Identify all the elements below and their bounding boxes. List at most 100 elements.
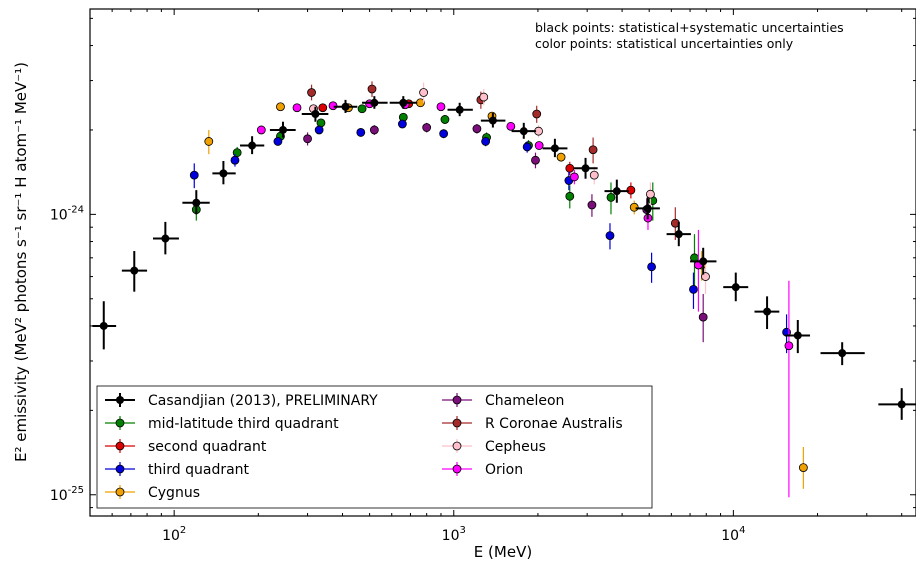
data-point	[531, 155, 540, 165]
data-point	[303, 134, 312, 144]
data-point	[479, 92, 489, 102]
data-point	[130, 266, 139, 275]
data-point	[565, 163, 575, 173]
data-point	[565, 191, 575, 201]
legend-label: Orion	[485, 462, 523, 478]
data-point	[605, 231, 615, 240]
data-point	[699, 257, 708, 266]
data-point	[556, 152, 566, 162]
data-point	[230, 155, 240, 165]
legend-marker	[115, 418, 125, 428]
data-point	[612, 187, 621, 196]
legend-marker	[452, 464, 462, 474]
plot-frame	[89, 8, 916, 517]
legend-marker	[452, 441, 462, 451]
data-point	[307, 88, 316, 97]
x-tick-label: 102	[162, 525, 186, 544]
data-point	[763, 307, 772, 316]
data-point	[276, 102, 285, 112]
data-point	[506, 121, 516, 131]
data-point	[550, 144, 559, 153]
data-point	[440, 115, 450, 124]
legend-marker	[115, 441, 125, 451]
annotation-uncertainty-black: black points: statistical+systematic unc…	[535, 20, 844, 35]
data-point	[647, 262, 657, 272]
legend-marker	[116, 396, 124, 404]
data-point	[436, 102, 446, 112]
data-point	[731, 283, 740, 292]
y-tick-label: 10-24	[50, 204, 84, 223]
data-point	[356, 128, 366, 137]
data-point	[784, 341, 794, 351]
series-second-quadrant	[318, 99, 636, 199]
x-tick-label: 103	[442, 525, 466, 544]
data-point	[256, 125, 266, 135]
legend-frame	[96, 385, 653, 509]
data-point	[397, 119, 407, 129]
data-point	[292, 103, 302, 113]
legend-marker	[452, 395, 462, 405]
data-point	[278, 125, 287, 134]
data-point	[629, 202, 639, 212]
data-point	[273, 137, 283, 146]
data-point	[314, 125, 324, 135]
data-point	[422, 123, 432, 132]
series-third-quadrant	[189, 119, 791, 354]
data-point	[232, 148, 242, 158]
legend-label: mid-latitude third quadrant	[148, 416, 339, 432]
y-axis-label: E² emissivity (MeV² photons s⁻¹ sr⁻¹ H a…	[12, 62, 30, 462]
data-point	[189, 170, 199, 180]
data-point	[455, 105, 464, 114]
legend-marker	[452, 418, 462, 428]
data-point	[369, 125, 379, 135]
data-point	[341, 102, 350, 111]
data-point	[318, 103, 328, 113]
legend-entry: second quadrant	[105, 439, 267, 455]
legend-entry: Casandjian (2013), PRELIMINARY	[105, 393, 378, 409]
data-point	[587, 200, 597, 210]
data-point	[522, 142, 532, 152]
annotation-uncertainty-color: color points: statistical uncertainties …	[535, 36, 794, 51]
data-point	[219, 169, 228, 178]
data-point	[674, 230, 683, 239]
legend-label: third quadrant	[148, 462, 250, 478]
legend-entry: mid-latitude third quadrant	[105, 416, 339, 432]
data-point	[588, 145, 598, 155]
legend-label: Chameleon	[485, 393, 564, 409]
legend-entry: Orion	[442, 462, 523, 478]
data-point	[626, 185, 636, 195]
data-point	[569, 172, 579, 182]
data-point	[439, 129, 449, 139]
data-point	[798, 463, 808, 472]
data-point	[357, 104, 367, 114]
data-point	[646, 189, 655, 199]
legend-label: Cygnus	[148, 485, 200, 501]
data-point	[488, 116, 497, 125]
data-point	[472, 124, 482, 134]
series-chameleon	[303, 122, 708, 343]
data-point	[589, 170, 599, 180]
data-point	[161, 234, 170, 243]
data-point	[192, 198, 201, 207]
legend-label: R Coronae Australis	[485, 416, 623, 432]
legend-label: second quadrant	[148, 439, 267, 455]
data-point	[481, 137, 491, 146]
data-point	[519, 127, 528, 136]
data-point	[689, 285, 698, 294]
legend-entry: third quadrant	[105, 462, 250, 478]
tick-labels: 102 103 104 10-25 10-24	[50, 204, 746, 544]
legend-label: Casandjian (2013), PRELIMINARY	[148, 393, 378, 409]
data-point	[532, 109, 542, 119]
legend-marker	[115, 487, 125, 497]
legend-label: Cepheus	[485, 439, 546, 455]
y-tick-label: 10-25	[50, 485, 84, 504]
data-point	[606, 192, 616, 202]
data-point	[897, 400, 906, 409]
data-point	[643, 204, 652, 213]
legend-entry: Cygnus	[105, 485, 200, 501]
data-point	[316, 118, 326, 128]
legend-marker	[115, 464, 125, 474]
series-layer	[92, 81, 916, 498]
data-point	[698, 312, 708, 322]
